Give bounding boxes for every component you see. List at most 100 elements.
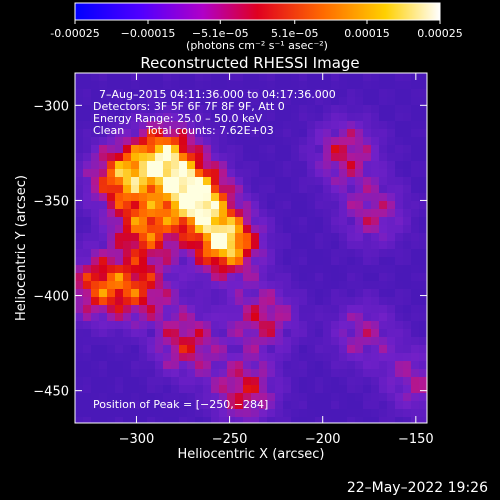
heatmap-cell xyxy=(195,385,203,393)
heatmap-cell xyxy=(243,121,251,129)
heatmap-cell xyxy=(115,161,123,169)
heatmap-cell xyxy=(211,393,219,401)
heatmap-cell xyxy=(355,249,363,257)
heatmap-cell xyxy=(179,305,187,313)
heatmap-cell xyxy=(75,305,83,313)
heatmap-cell xyxy=(99,385,107,393)
heatmap-cell xyxy=(219,257,227,265)
heatmap-cell xyxy=(139,281,147,289)
heatmap-cell xyxy=(171,217,179,225)
heatmap-cell xyxy=(403,265,411,273)
heatmap-cell xyxy=(299,329,307,337)
heatmap-cell xyxy=(155,121,163,129)
heatmap-cell xyxy=(371,257,379,265)
heatmap-cell xyxy=(347,161,355,169)
heatmap-cell xyxy=(227,273,235,281)
heatmap-cell xyxy=(387,129,395,137)
heatmap-cell xyxy=(219,289,227,297)
heatmap-cell xyxy=(339,265,347,273)
heatmap-cell xyxy=(115,209,123,217)
heatmap-cell xyxy=(243,305,251,313)
heatmap-cell xyxy=(99,209,107,217)
colorbar-tick-label: 0.00025 xyxy=(417,27,463,40)
heatmap-cell xyxy=(267,161,275,169)
heatmap-cell xyxy=(291,345,299,353)
heatmap-cell xyxy=(155,297,163,305)
heatmap-cell xyxy=(211,105,219,113)
heatmap-cell xyxy=(259,353,267,361)
heatmap-cell xyxy=(307,265,315,273)
heatmap-cell xyxy=(155,241,163,249)
heatmap-cell xyxy=(403,369,411,377)
heatmap-cell xyxy=(339,401,347,409)
heatmap-cell xyxy=(363,193,371,201)
heatmap-cell xyxy=(275,241,283,249)
heatmap-cell xyxy=(339,417,347,423)
heatmap-cell xyxy=(291,233,299,241)
heatmap-cell xyxy=(187,409,195,417)
heatmap-cell xyxy=(139,209,147,217)
heatmap-cell xyxy=(347,273,355,281)
heatmap-cell xyxy=(411,353,419,361)
x-tick-label: −200 xyxy=(305,432,341,447)
heatmap-cell xyxy=(355,305,363,313)
heatmap-cell xyxy=(371,369,379,377)
heatmap-cell xyxy=(323,145,331,153)
heatmap-cell xyxy=(99,161,107,169)
heatmap-cell xyxy=(363,249,371,257)
heatmap-cell xyxy=(227,361,235,369)
heatmap-cell xyxy=(75,313,83,321)
heatmap-cell xyxy=(395,409,403,417)
heatmap-cell xyxy=(419,201,427,209)
heatmap-cell xyxy=(323,89,331,97)
heatmap-cell xyxy=(379,393,387,401)
heatmap-cell xyxy=(387,417,395,423)
heatmap-cell xyxy=(275,257,283,265)
heatmap-cell xyxy=(235,305,243,313)
heatmap-cell xyxy=(163,249,171,257)
heatmap-cell xyxy=(395,97,403,105)
heatmap-cell xyxy=(371,217,379,225)
heatmap-cell xyxy=(179,89,187,97)
heatmap-cell xyxy=(267,273,275,281)
heatmap-cell xyxy=(371,201,379,209)
heatmap-cell xyxy=(395,225,403,233)
heatmap-cell xyxy=(371,289,379,297)
heatmap-cell xyxy=(395,265,403,273)
heatmap-cell xyxy=(355,153,363,161)
heatmap-cell xyxy=(147,353,155,361)
heatmap-cell xyxy=(259,73,267,81)
heatmap-cell xyxy=(307,161,315,169)
heatmap-cell xyxy=(227,169,235,177)
heatmap-cell xyxy=(115,121,123,129)
heatmap-cell xyxy=(275,105,283,113)
heatmap-cell xyxy=(403,329,411,337)
heatmap-cell xyxy=(331,345,339,353)
heatmap-cell xyxy=(107,137,115,145)
heatmap-cell xyxy=(211,337,219,345)
heatmap-cell xyxy=(347,305,355,313)
heatmap-cell xyxy=(115,249,123,257)
heatmap-cell xyxy=(203,257,211,265)
heatmap-cell xyxy=(291,81,299,89)
heatmap-cell xyxy=(347,113,355,121)
heatmap-cell xyxy=(259,409,267,417)
heatmap-cell xyxy=(75,169,83,177)
heatmap-cell xyxy=(123,393,131,401)
heatmap-cell xyxy=(139,273,147,281)
heatmap-cell xyxy=(347,89,355,97)
heatmap-cell xyxy=(419,337,427,345)
heatmap-cell xyxy=(267,257,275,265)
heatmap-cell xyxy=(219,393,227,401)
heatmap-cell xyxy=(251,193,259,201)
heatmap-cell xyxy=(307,209,315,217)
heatmap-cell xyxy=(171,249,179,257)
heatmap-cell xyxy=(275,161,283,169)
heatmap-cell xyxy=(155,329,163,337)
heatmap-cell xyxy=(395,177,403,185)
heatmap-cell xyxy=(251,321,259,329)
heatmap-cell xyxy=(235,161,243,169)
heatmap-cell xyxy=(163,281,171,289)
heatmap-cell xyxy=(347,185,355,193)
heatmap-cell xyxy=(243,217,251,225)
